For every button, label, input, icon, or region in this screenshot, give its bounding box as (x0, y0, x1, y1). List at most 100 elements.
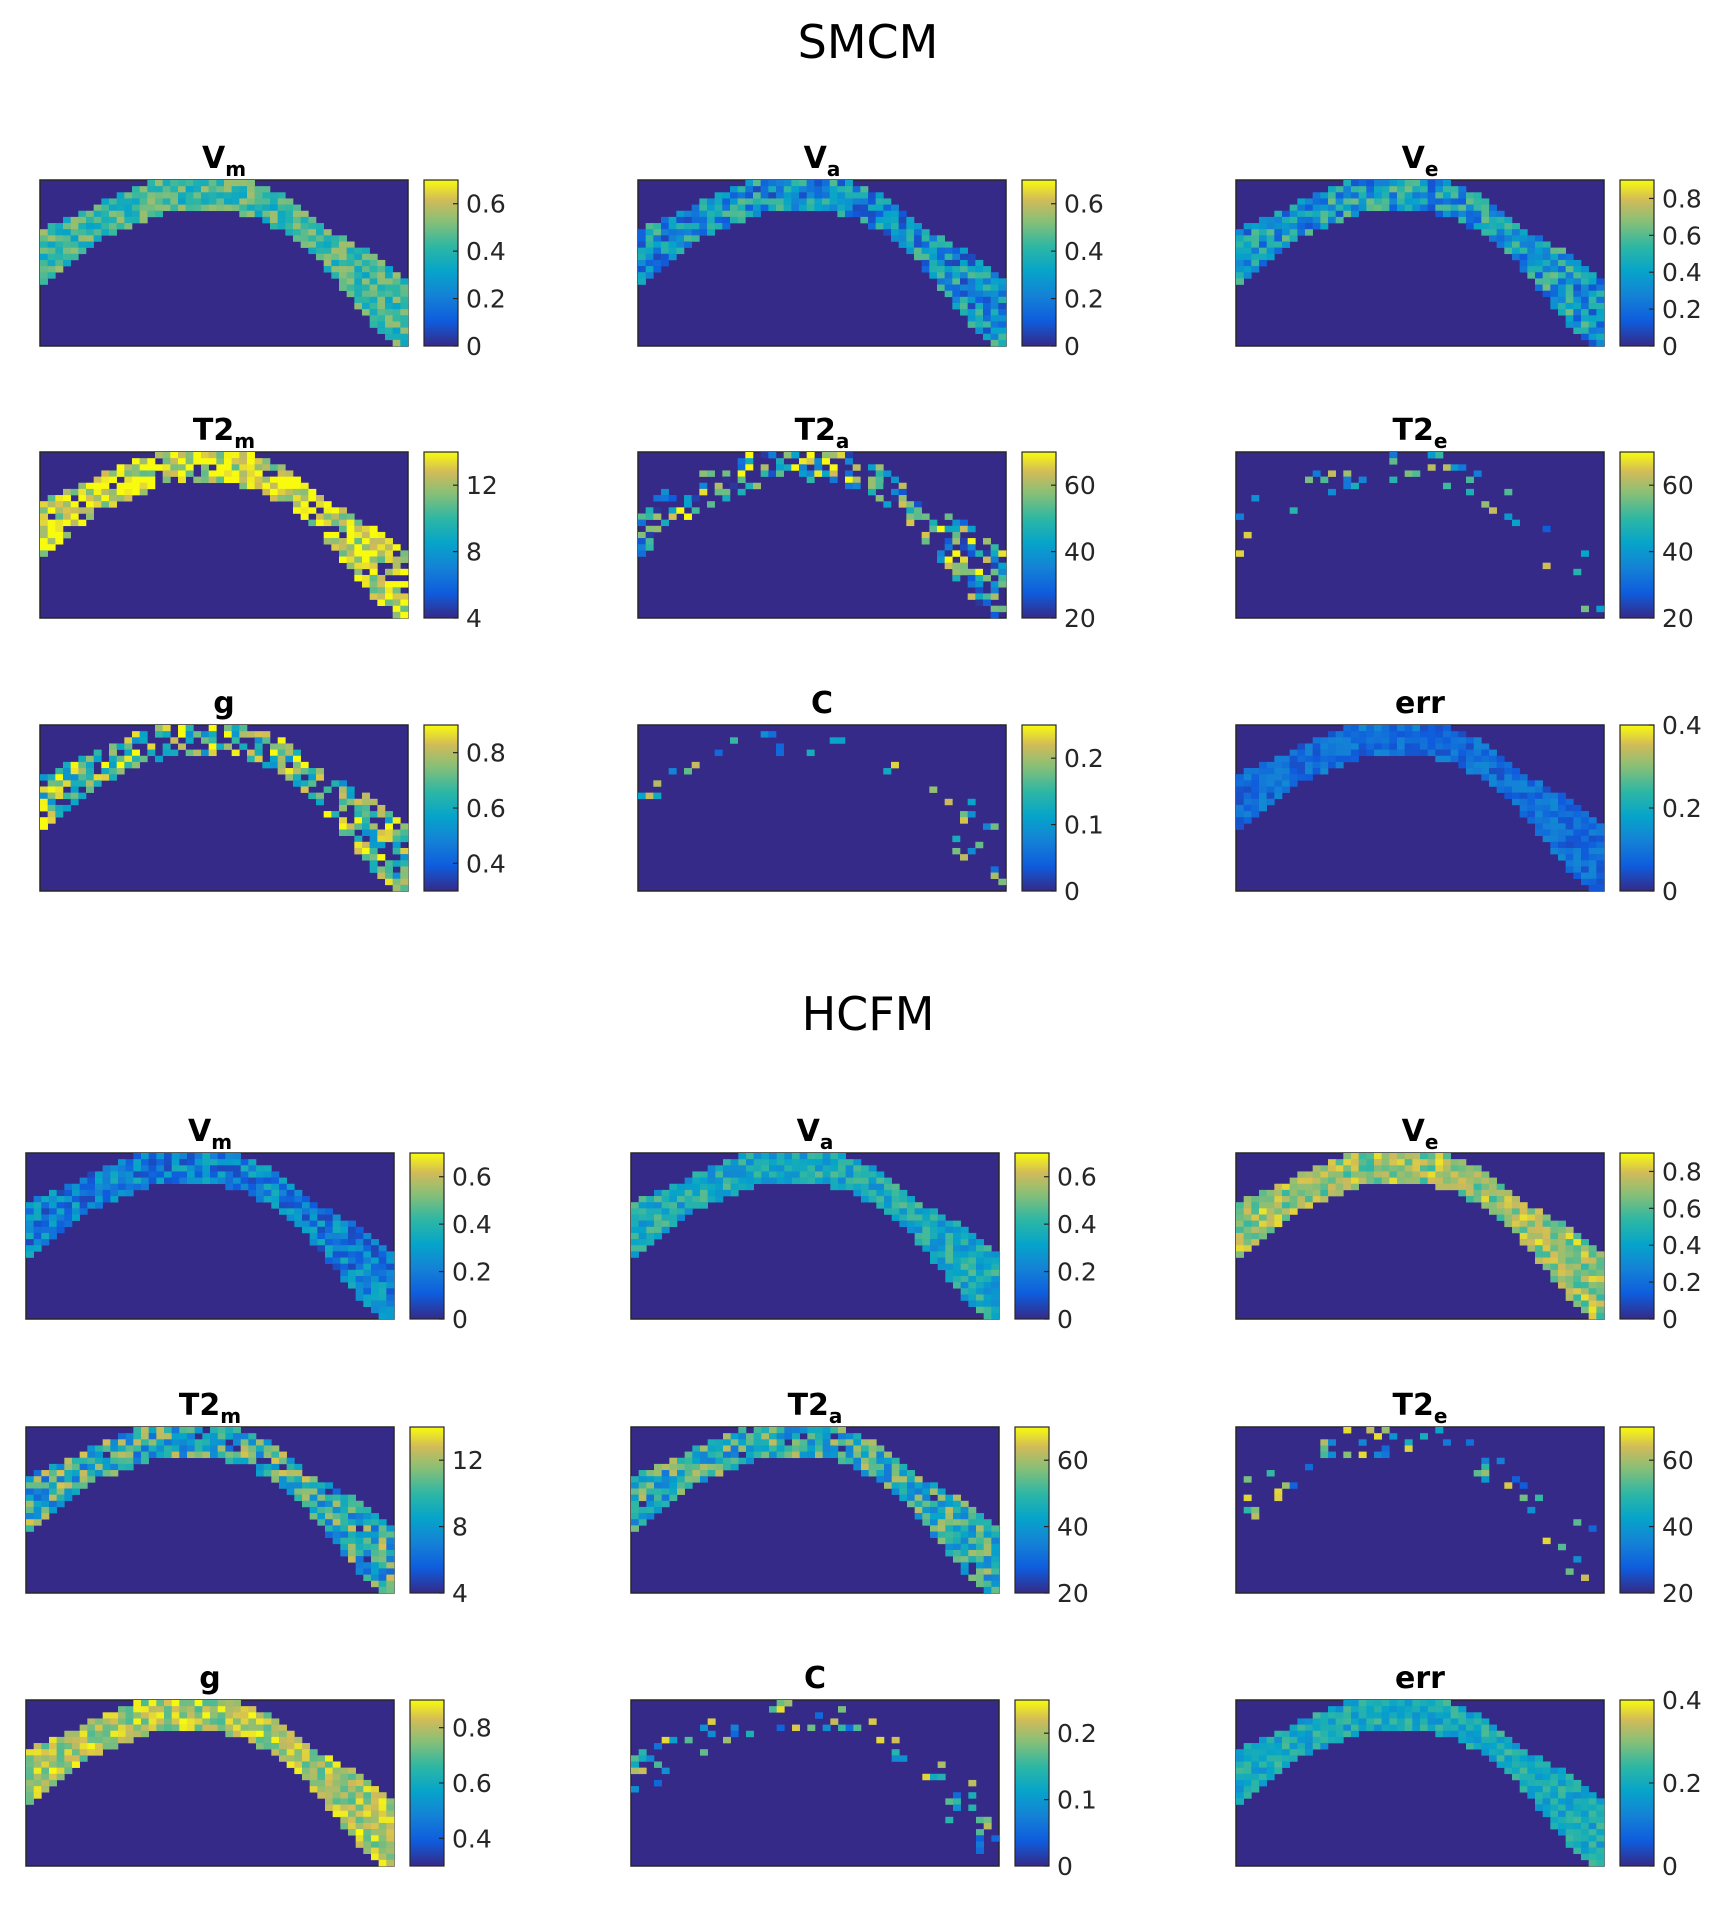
map-pixel (317, 1482, 326, 1489)
panel-c: C00.10.2 (630, 1661, 1097, 1881)
map-pixel (346, 290, 355, 298)
map-pixel (348, 1822, 356, 1830)
map-pixel (109, 204, 117, 212)
map-pixel (116, 488, 125, 496)
map-pixel (1565, 1829, 1574, 1836)
map-pixel (715, 1183, 724, 1191)
map-pixel (279, 1451, 287, 1459)
map-pixel (1581, 1294, 1589, 1301)
map-pixel (1481, 761, 1490, 769)
panel-title-main: V (188, 1114, 212, 1149)
map-pixel (768, 198, 777, 205)
map-pixel (1573, 1263, 1582, 1271)
map-pixel (300, 210, 309, 218)
colorbar-tick-label: 0.4 (1662, 258, 1702, 287)
map-pixel (1289, 223, 1298, 230)
map-pixel (967, 847, 976, 855)
map-pixel (194, 1700, 203, 1707)
map-pixel (1251, 798, 1260, 806)
map-pixel (33, 1761, 42, 1768)
map-pixel (760, 464, 769, 471)
map-pixel (868, 1177, 877, 1185)
map-pixel (87, 1189, 96, 1197)
map-pixel (1312, 761, 1321, 769)
map-pixel (1358, 198, 1367, 205)
map-pixel (1320, 1196, 1329, 1203)
map-pixel (179, 1706, 188, 1713)
map-pixel (156, 1427, 165, 1434)
map-pixel (1565, 1275, 1574, 1283)
map-pixel (72, 1749, 80, 1756)
map-pixel (201, 186, 209, 193)
map-pixel (921, 538, 930, 545)
map-pixel (1259, 792, 1267, 800)
map-pixel (293, 210, 301, 218)
map-pixel (1519, 1232, 1528, 1240)
map-pixel (1596, 1275, 1605, 1283)
map-pixel (248, 1712, 257, 1719)
map-pixel (837, 452, 846, 459)
map-pixel (110, 1183, 119, 1191)
map-pixel (124, 755, 133, 763)
map-pixel (270, 210, 278, 218)
map-pixel (677, 1214, 685, 1221)
map-pixel (125, 1451, 134, 1459)
map-pixel (699, 229, 708, 236)
map-pixel (976, 1513, 984, 1520)
map-pixel (386, 1562, 395, 1569)
map-pixel (331, 241, 340, 248)
map-pixel (64, 1457, 73, 1465)
map-pixel (102, 1736, 111, 1744)
map-pixel (378, 1586, 387, 1594)
map-pixel (325, 1257, 333, 1264)
map-pixel (998, 290, 1007, 298)
map-pixel (1435, 452, 1444, 459)
map-pixel (1251, 1779, 1260, 1787)
map-pixel (906, 501, 915, 508)
map-pixel (348, 1251, 356, 1258)
map-pixel (1251, 1755, 1260, 1762)
map-pixel (378, 1792, 387, 1799)
map-pixel (224, 186, 232, 193)
map-pixel (899, 1470, 908, 1477)
map-pixel (263, 1439, 272, 1446)
map-pixel (1596, 860, 1605, 867)
map-pixel (1374, 204, 1382, 212)
map-pixel (891, 1488, 900, 1495)
map-pixel (1404, 1718, 1413, 1725)
map-pixel (279, 1208, 287, 1215)
map-pixel (239, 731, 248, 738)
map-pixel (1397, 1177, 1405, 1185)
map-pixel (1420, 743, 1428, 750)
map-pixel (1496, 755, 1505, 763)
map-pixel (1435, 1153, 1444, 1160)
map-pixel (1266, 1470, 1275, 1477)
map-pixel (1236, 798, 1244, 806)
map-pixel (316, 229, 324, 236)
map-pixel (737, 458, 746, 465)
map-pixel (354, 284, 363, 291)
map-pixel (332, 1251, 341, 1258)
map-pixel (325, 1513, 333, 1520)
map-pixel (723, 1433, 731, 1440)
map-pixel (1266, 229, 1275, 236)
map-pixel (79, 1482, 88, 1489)
map-pixel (1473, 1736, 1482, 1744)
map-pixel (707, 1177, 716, 1185)
map-pixel (78, 495, 87, 502)
map-pixel (944, 513, 953, 520)
colorbar-tick-label: 0.2 (1057, 1258, 1097, 1287)
map-pixel (906, 519, 915, 527)
map-pixel (93, 755, 102, 763)
map-pixel (983, 1549, 992, 1557)
map-pixel (998, 605, 1007, 613)
map-pixel (1412, 204, 1421, 212)
map-pixel (1473, 1171, 1482, 1178)
map-pixel (746, 1165, 754, 1172)
map-pixel (1565, 259, 1574, 267)
map-pixel (845, 1439, 854, 1446)
map-pixel (967, 581, 976, 588)
map-pixel (990, 611, 999, 619)
map-pixel (845, 186, 853, 193)
